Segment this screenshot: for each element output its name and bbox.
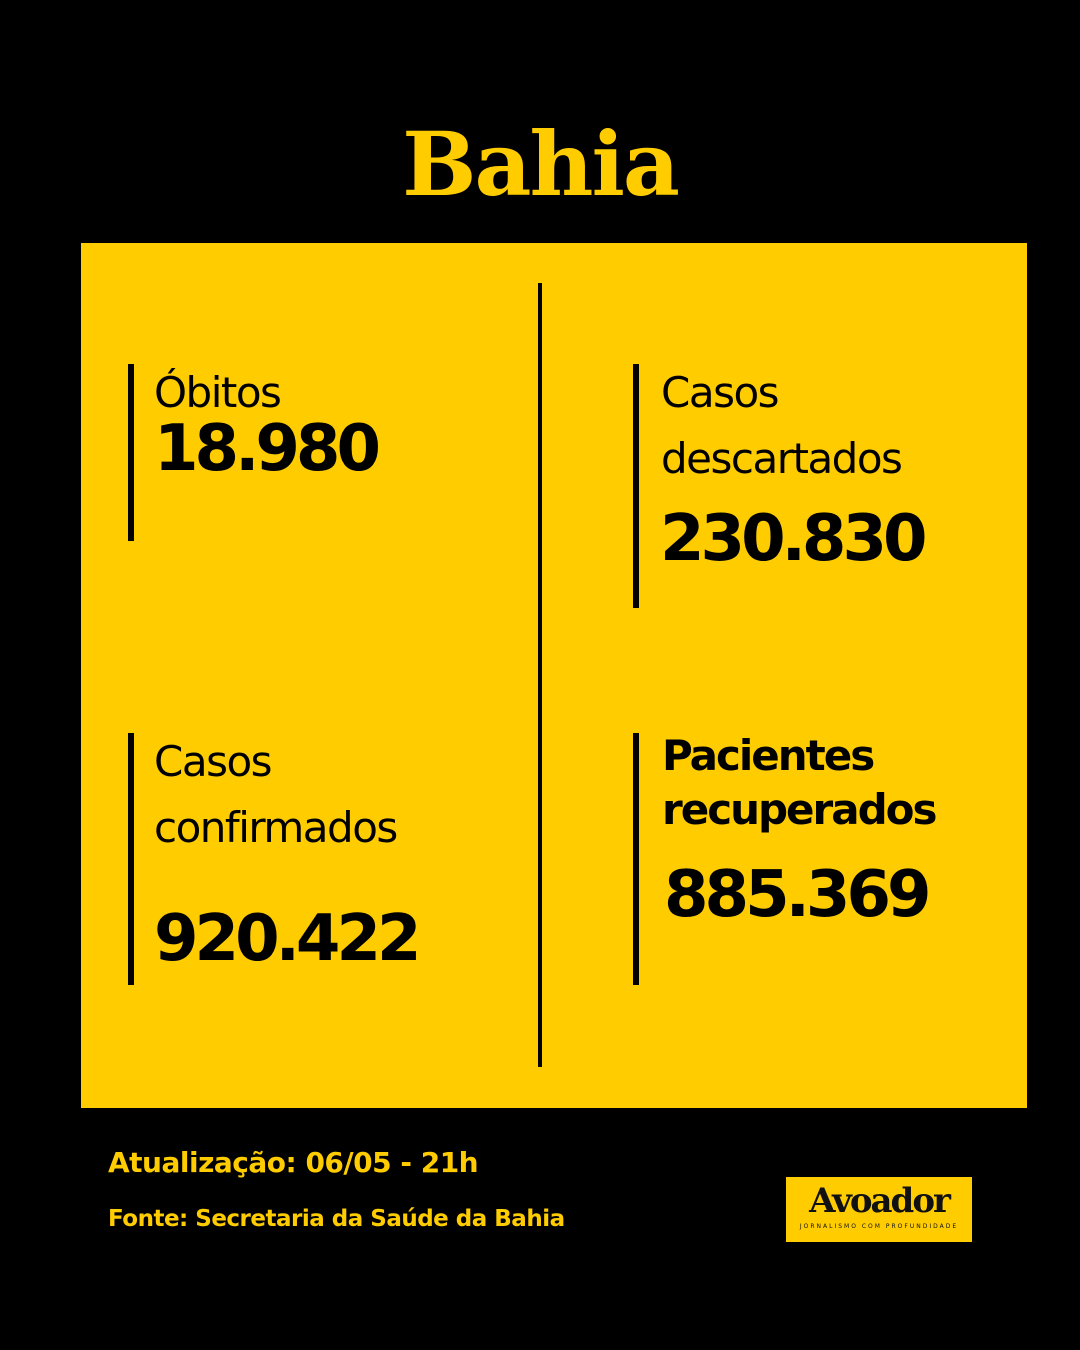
stats-panel <box>81 243 1027 1108</box>
stat-value-descartados: 230.830 <box>660 502 927 576</box>
stat-bar <box>633 364 639 608</box>
update-time: Atualização: 06/05 - 21h <box>108 1146 479 1179</box>
avoador-logo: Avoador JORNALISMO COM PROFUNDIDADE <box>786 1177 972 1242</box>
stat-value-confirmados: 920.422 <box>154 902 421 976</box>
page-title: Bahia <box>402 112 680 216</box>
stat-bar <box>128 364 134 541</box>
stat-label-obitos: Óbitos <box>154 368 282 417</box>
logo-name: Avoador <box>809 1181 951 1221</box>
stat-label-descartados: Casos descartados <box>661 368 903 483</box>
stat-value-recuperados: 885.369 <box>664 858 931 932</box>
stat-label-confirmados: Casos confirmados <box>154 737 398 852</box>
source-text: Fonte: Secretaria da Saúde da Bahia <box>108 1206 565 1232</box>
stat-value-obitos: 18.980 <box>154 412 381 486</box>
stat-bar <box>633 733 639 985</box>
stat-label-recuperados: Pacientes recuperados <box>662 731 938 834</box>
stat-bar <box>128 733 134 985</box>
logo-tagline: JORNALISMO COM PROFUNDIDADE <box>799 1223 959 1230</box>
vertical-divider <box>538 283 542 1067</box>
